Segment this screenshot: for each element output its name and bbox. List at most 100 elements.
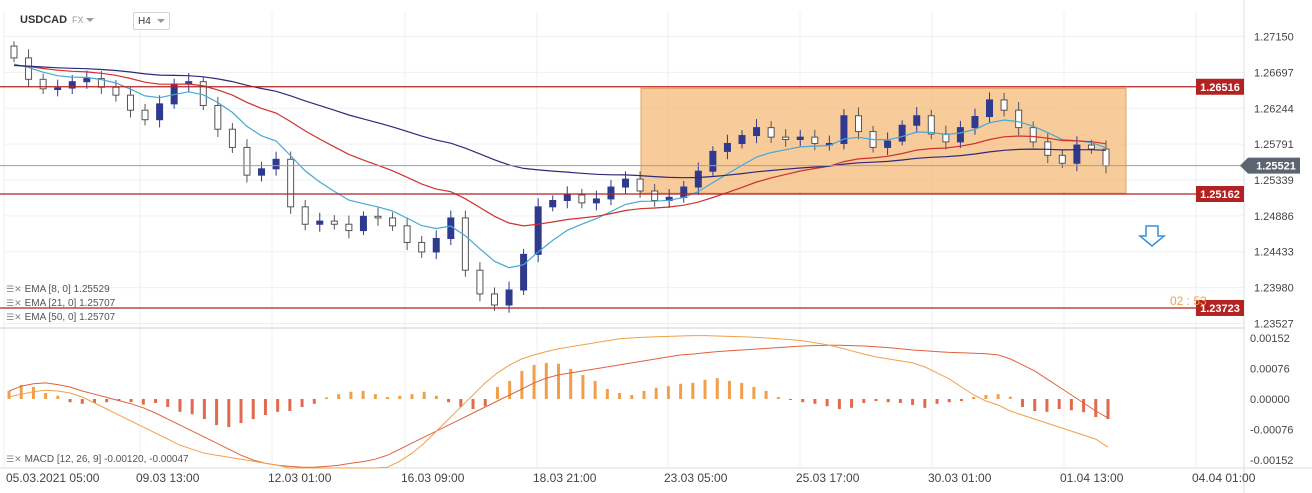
- candle: [432, 238, 440, 253]
- y-tick-label: 1.25791: [1254, 139, 1294, 151]
- macd-bar: [1008, 396, 1012, 399]
- candle: [141, 109, 149, 121]
- candle: [112, 86, 120, 96]
- candle: [126, 94, 134, 111]
- macd-bar: [618, 392, 622, 399]
- y-tick-label: 1.26244: [1254, 103, 1294, 115]
- current-price-tag: [1240, 157, 1300, 174]
- macd-bar: [850, 399, 854, 408]
- macd-bar: [813, 399, 817, 404]
- settings-icon[interactable]: ☰✕: [6, 284, 22, 294]
- macd-tick-label: 0.00000: [1250, 394, 1290, 406]
- candle: [592, 198, 600, 204]
- candle: [636, 178, 644, 192]
- candle: [505, 289, 513, 306]
- macd-line: [8, 344, 1109, 468]
- current-price-label: 1.25521: [1256, 161, 1296, 173]
- macd-bar: [447, 399, 451, 403]
- macd-bar: [593, 380, 597, 399]
- macd-bar: [898, 399, 902, 404]
- macd-bar: [422, 391, 426, 399]
- x-tick-label: 05.03.2021 05:00: [6, 471, 100, 485]
- macd-bar: [837, 399, 841, 410]
- y-tick-label: 1.26697: [1254, 67, 1294, 79]
- macd-bar: [312, 399, 316, 404]
- level-price-label: 1.26516: [1200, 82, 1240, 94]
- macd-bar: [239, 399, 243, 424]
- level-price-tag: [1196, 185, 1244, 202]
- macd-bar: [727, 380, 731, 399]
- market-dropdown-icon[interactable]: [86, 18, 95, 22]
- settings-icon[interactable]: ☰✕: [6, 454, 22, 464]
- candle: [709, 150, 717, 172]
- candle: [738, 135, 746, 144]
- x-tick-label: 23.03 05:00: [664, 471, 728, 485]
- macd-bar: [92, 399, 96, 404]
- macd-bar: [740, 382, 744, 399]
- macd-bar: [825, 399, 829, 407]
- candle: [39, 78, 47, 90]
- level-price-label: 1.25162: [1200, 189, 1240, 201]
- candle: [927, 115, 935, 135]
- candle: [418, 241, 426, 253]
- candle: [563, 194, 571, 201]
- macd-bar: [434, 395, 438, 399]
- macd-legend[interactable]: ☰✕ MACD [12, 26, 9] -0.00120, -0.00047: [6, 454, 189, 465]
- macd-bar: [935, 399, 939, 404]
- candle: [913, 115, 921, 126]
- timeframe-select[interactable]: H4: [133, 12, 170, 30]
- ema-8-line: [13, 63, 1107, 269]
- settings-icon[interactable]: ☰✕: [6, 312, 22, 322]
- candle: [986, 99, 994, 118]
- macd-bar: [80, 399, 84, 404]
- macd-bar: [44, 392, 48, 399]
- candle: [854, 115, 862, 133]
- candle: [694, 170, 702, 188]
- macd-bar: [679, 383, 683, 399]
- macd-bar: [972, 396, 976, 399]
- candle: [330, 220, 338, 225]
- settings-icon[interactable]: ☰✕: [6, 298, 22, 308]
- x-tick-label: 01.04 13:00: [1060, 471, 1124, 485]
- candle: [156, 103, 164, 121]
- macd-bar: [508, 380, 512, 399]
- macd-bar: [483, 399, 487, 407]
- candle: [54, 87, 62, 91]
- macd-bar: [373, 394, 377, 399]
- macd-bar: [1082, 399, 1086, 413]
- symbol-label[interactable]: USDCAD: [20, 14, 68, 26]
- y-tick-label: 1.24886: [1254, 211, 1294, 223]
- candle: [898, 124, 906, 142]
- candle: [520, 253, 528, 291]
- macd-bar: [984, 394, 988, 399]
- macd-bar: [386, 396, 390, 399]
- ema-legend-8[interactable]: ☰✕ EMA [8, 0] 1.25529: [6, 284, 110, 295]
- candle: [1044, 141, 1052, 156]
- macd-bar: [1094, 399, 1098, 418]
- macd-bar: [154, 399, 158, 404]
- macd-bar: [544, 362, 548, 399]
- macd-bar: [581, 374, 585, 399]
- macd-bar: [459, 399, 463, 408]
- macd-tick-label: 0.00152: [1250, 333, 1290, 345]
- candle: [811, 136, 819, 144]
- ema-legend-21[interactable]: ☰✕ EMA [21, 0] 1.25707: [6, 298, 116, 309]
- candle: [403, 225, 411, 243]
- candle: [956, 127, 964, 143]
- x-tick-label: 30.03 01:00: [928, 471, 992, 485]
- macd-bar: [56, 395, 60, 399]
- ema-legend-50[interactable]: ☰✕ EMA [50, 0] 1.25707: [6, 312, 116, 323]
- candle: [622, 178, 630, 188]
- candle: [476, 269, 484, 295]
- macd-bar: [789, 399, 793, 400]
- candle: [884, 140, 892, 148]
- range-box: [640, 87, 1127, 194]
- candle: [461, 217, 469, 271]
- x-tick-label: 16.03 09:00: [401, 471, 465, 485]
- macd-bar: [532, 364, 536, 399]
- candle: [796, 136, 804, 141]
- macd-bar: [19, 384, 23, 399]
- macd-bar: [1057, 399, 1061, 410]
- macd-bar: [886, 399, 890, 403]
